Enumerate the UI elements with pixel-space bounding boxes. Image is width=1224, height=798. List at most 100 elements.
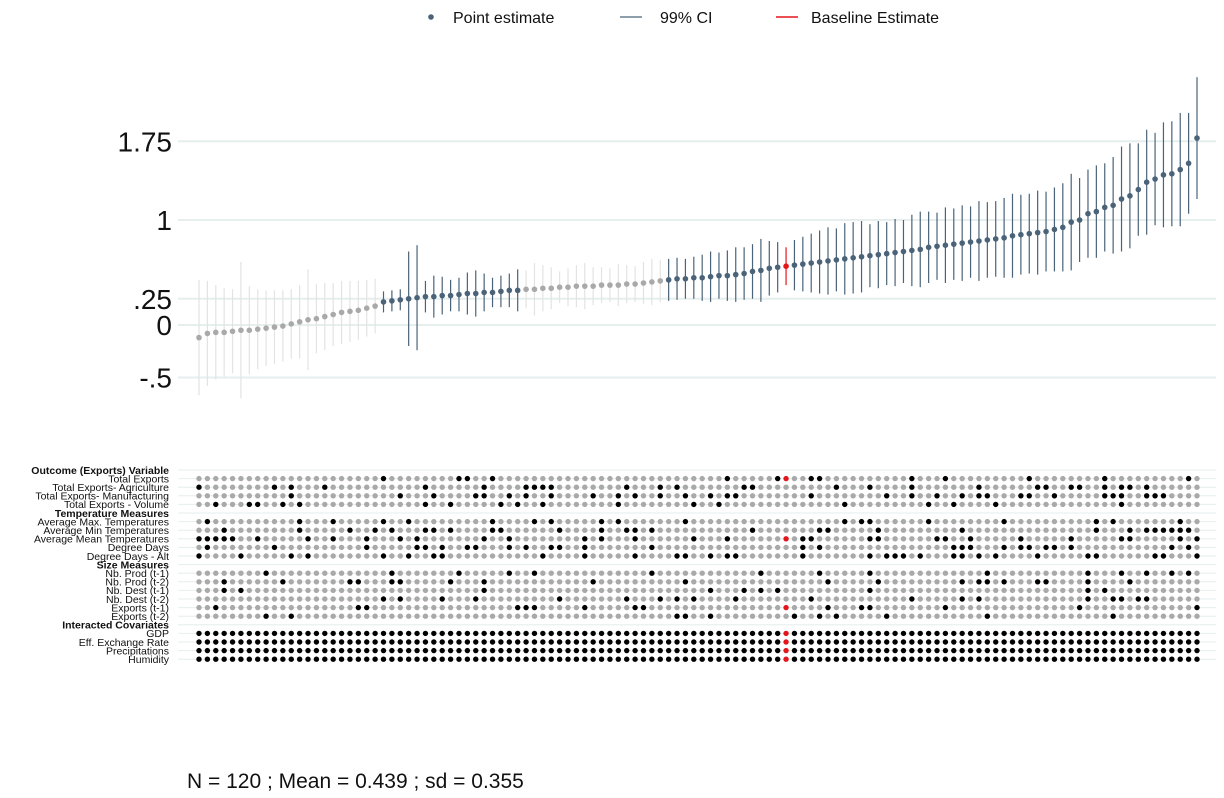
- spec-indicator-dot: [867, 518, 873, 525]
- spec-indicator-dot: [1043, 587, 1049, 594]
- spec-indicator-dot: [196, 630, 202, 637]
- spec-indicator-dot: [590, 475, 596, 482]
- spec-indicator-dot: [498, 553, 504, 559]
- spec-indicator-dot: [473, 553, 479, 559]
- spec-indicator-dot: [749, 527, 756, 533]
- spec-indicator-dot: [900, 570, 907, 576]
- spec-indicator-dot: [657, 553, 663, 559]
- spec-indicator-dot: [716, 613, 722, 619]
- spec-indicator-dot: [372, 579, 378, 585]
- spec-indicator-dot: [590, 587, 596, 594]
- spec-indicator-dot: [1194, 484, 1200, 490]
- spec-indicator-dot: [657, 518, 663, 525]
- spec-indicator-dot: [531, 596, 538, 602]
- spec-indicator-dot: [942, 536, 949, 542]
- spec-indicator-dot: [800, 536, 806, 542]
- spec-indicator-dot: [397, 527, 403, 533]
- point-estimate: [959, 240, 965, 246]
- spec-indicator-dot: [649, 475, 655, 482]
- spec-indicator-dot: [724, 596, 731, 602]
- spec-indicator-dot: [615, 604, 622, 611]
- spec-indicator-dot: [456, 630, 462, 637]
- spec-indicator-dot: [305, 596, 311, 602]
- spec-indicator-dot: [984, 484, 991, 490]
- spec-indicator-dot: [766, 596, 772, 602]
- spec-indicator-dot: [632, 604, 638, 611]
- spec-indicator-dot: [204, 536, 211, 542]
- spec-indicator-dot: [1194, 579, 1200, 585]
- spec-indicator-dot: [1043, 604, 1049, 611]
- spec-indicator-dot: [1001, 553, 1007, 559]
- spec-indicator-dot: [640, 527, 647, 533]
- spec-indicator-dot: [439, 630, 445, 637]
- spec-indicator-dot: [607, 570, 613, 576]
- spec-indicator-dot: [229, 553, 236, 559]
- spec-indicator-dots: [196, 475, 1200, 662]
- spec-indicator-dot: [917, 536, 923, 542]
- spec-indicator-dot: [1169, 501, 1175, 508]
- spec-indicator-dot: [741, 544, 747, 551]
- point-estimate: [942, 242, 949, 248]
- spec-indicator-dot: [1085, 647, 1091, 654]
- point-estimate: [313, 315, 320, 322]
- spec-indicator-dot: [221, 579, 227, 585]
- spec-indicator-dot: [1135, 536, 1141, 542]
- spec-indicator-dot: [993, 493, 999, 499]
- spec-indicator-dot: [909, 544, 915, 551]
- spec-indicator-dot: [909, 536, 915, 542]
- spec-indicator-dot: [489, 501, 496, 508]
- spec-indicator-dot: [439, 501, 445, 508]
- spec-indicator-dot: [598, 604, 605, 611]
- spec-indicator-dot: [1093, 518, 1100, 525]
- spec-indicator-dot: [640, 475, 647, 482]
- spec-indicator-dot: [1118, 527, 1125, 533]
- spec-indicator-dot: [674, 484, 680, 490]
- spec-indicator-dot: [523, 493, 529, 499]
- spec-indicator-dot: [883, 630, 890, 637]
- spec-indicator-dot: [355, 579, 362, 585]
- spec-indicator-dot: [783, 630, 789, 637]
- spec-indicator-dot: [439, 613, 445, 619]
- spec-indicator-dot: [322, 579, 328, 585]
- spec-indicator-dot: [665, 656, 672, 662]
- spec-indicator-dot: [607, 544, 613, 551]
- spec-indicator-dot: [909, 630, 915, 637]
- spec-indicator-dot: [875, 630, 882, 637]
- spec-indicator-dot: [934, 639, 940, 645]
- spec-indicator-dot: [615, 656, 622, 662]
- spec-indicator-dot: [255, 493, 261, 499]
- spec-indicator-dot: [422, 493, 429, 499]
- spec-indicator-dot: [523, 570, 529, 576]
- spec-indicator-dot: [976, 656, 982, 662]
- spec-indicator-dot: [431, 656, 437, 662]
- spec-indicator-dot: [288, 639, 294, 645]
- spec-indicator-dot: [464, 553, 471, 559]
- spec-indicator-dot: [565, 518, 571, 525]
- spec-indicator-dot: [405, 647, 412, 654]
- spec-indicator-dot: [447, 553, 454, 559]
- spec-indicator-dot: [322, 475, 328, 482]
- spec-indicator-dot: [858, 544, 865, 551]
- spec-indicator-dot: [900, 639, 907, 645]
- spec-indicator-dot: [716, 527, 722, 533]
- spec-indicator-dot: [347, 579, 353, 585]
- spec-indicator-dot: [1177, 604, 1183, 611]
- spec-indicator-dot: [1185, 579, 1192, 585]
- spec-indicator-dot: [1160, 544, 1167, 551]
- spec-indicator-dot: [540, 501, 546, 508]
- spec-indicator-dot: [556, 656, 563, 662]
- spec-indicator-dot: [607, 475, 613, 482]
- spec-indicator-dot: [598, 527, 605, 533]
- spec-indicator-dot: [1102, 484, 1108, 490]
- spec-indicator-dot: [229, 587, 236, 594]
- spec-indicator-dot: [221, 527, 227, 533]
- spec-indicator-dot: [917, 501, 923, 508]
- spec-indicator-dot: [1127, 587, 1133, 594]
- spec-indicator-dot: [774, 587, 781, 594]
- spec-indicator-dot: [1009, 656, 1016, 662]
- spec-indicator-dot: [263, 570, 269, 576]
- spec-indicator-dot: [447, 579, 454, 585]
- spec-indicator-dot: [733, 656, 739, 662]
- spec-indicator-dot: [934, 475, 940, 482]
- spec-indicator-dot: [489, 484, 496, 490]
